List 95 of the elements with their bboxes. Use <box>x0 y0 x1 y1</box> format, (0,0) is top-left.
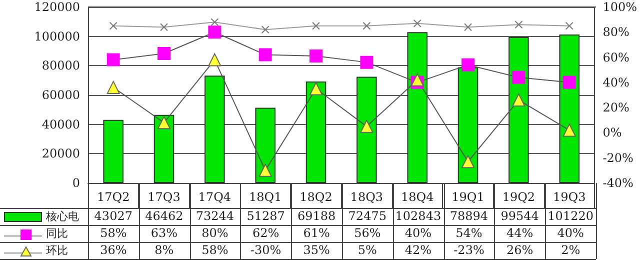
data-label: 40% <box>556 225 585 242</box>
bar <box>356 76 377 183</box>
y-tick-label: 100000 <box>34 29 80 44</box>
x-tick-label: 18Q4 <box>400 190 434 204</box>
point <box>158 47 171 60</box>
data-label: 62% <box>251 225 280 242</box>
bar <box>458 67 478 183</box>
y2-tick-label: 40% <box>602 75 630 90</box>
y2-tick-label: 60% <box>602 50 630 64</box>
x-tick-label: 17Q3 <box>148 190 180 204</box>
data-label: 58% <box>99 225 128 242</box>
bar <box>204 76 225 183</box>
bar <box>255 108 276 183</box>
y2-tick-label: 0% <box>602 126 622 140</box>
point <box>261 26 270 34</box>
point <box>160 23 168 32</box>
point <box>109 22 118 30</box>
bar <box>407 32 428 183</box>
data-label: 101220 <box>546 208 594 225</box>
point <box>512 94 526 107</box>
data-label: 44% <box>505 225 534 242</box>
point <box>565 22 574 30</box>
point <box>410 73 424 86</box>
point <box>312 22 320 30</box>
y2-tick-label: 80% <box>602 25 630 40</box>
point <box>512 70 526 84</box>
data-label: 102843 <box>394 208 442 225</box>
point <box>562 76 576 89</box>
y-tick-label: 60000 <box>42 88 80 102</box>
data-label: 43027 <box>93 208 134 225</box>
point <box>106 53 120 66</box>
point <box>158 116 171 130</box>
data-label: 51287 <box>246 208 286 225</box>
x-tick-label: 17Q4 <box>198 190 232 204</box>
x-tick-label: 19Q3 <box>552 190 586 204</box>
data-label: 72475 <box>347 208 388 225</box>
data-label: 26% <box>505 242 534 259</box>
legend-label: 同比 <box>46 226 68 242</box>
data-label: 80% <box>200 225 230 242</box>
point <box>464 23 472 32</box>
point <box>106 80 120 94</box>
x-tick-label: 17Q2 <box>96 190 130 204</box>
y2-tick-label: 100% <box>602 0 638 14</box>
y-tick-label: 20000 <box>42 146 80 161</box>
data-label: 63% <box>150 225 179 242</box>
x-tick-label: 18Q3 <box>350 190 384 204</box>
data-label: 2% <box>560 242 582 259</box>
point <box>310 82 323 96</box>
data-label: -30% <box>249 242 282 259</box>
x-tick-label: 19Q2 <box>502 190 536 204</box>
point <box>462 155 475 168</box>
data-label: 58% <box>200 242 230 259</box>
point <box>514 20 523 29</box>
point <box>310 50 323 63</box>
data-label: -23% <box>452 242 486 259</box>
data-label: 69188 <box>296 208 337 225</box>
y2-tick-label: -40% <box>602 176 634 190</box>
data-label: 61% <box>302 225 331 242</box>
point <box>258 164 272 177</box>
data-label: 35% <box>302 242 331 259</box>
x-tick-label: 19Q1 <box>452 190 484 204</box>
data-label: 40% <box>404 225 433 242</box>
bar <box>154 114 174 183</box>
data-label: 99544 <box>500 208 540 225</box>
data-label: 5% <box>356 242 378 259</box>
point <box>413 19 422 28</box>
point <box>360 120 374 133</box>
legend-label: 环比 <box>46 243 68 259</box>
data-label: 54% <box>454 225 484 242</box>
x-tick-label: 18Q1 <box>248 190 282 204</box>
bar <box>103 120 124 183</box>
bar <box>306 82 326 183</box>
y-tick-label: 40000 <box>42 117 80 132</box>
y2-tick-label: -20% <box>602 150 634 165</box>
data-label: 8% <box>154 242 175 259</box>
data-label: 56% <box>353 225 382 242</box>
data-label: 46462 <box>144 208 184 225</box>
point <box>208 26 222 39</box>
data-label: 36% <box>99 242 128 259</box>
data-label: 73244 <box>194 208 236 225</box>
y-tick-label: 80000 <box>42 58 80 73</box>
y-tick-label: 120000 <box>34 0 80 14</box>
point <box>258 48 272 62</box>
point <box>562 124 576 137</box>
point <box>362 22 371 30</box>
y-tick-label: 0 <box>72 176 80 190</box>
y2-tick-label: 20% <box>602 100 630 115</box>
x-tick-label: 18Q2 <box>300 190 332 204</box>
legend-label: 核心电 <box>46 209 79 225</box>
data-label: 42% <box>404 242 433 259</box>
point <box>462 58 475 72</box>
point <box>210 18 219 26</box>
point <box>208 53 222 66</box>
point <box>360 56 374 69</box>
data-label: 78894 <box>448 208 490 225</box>
